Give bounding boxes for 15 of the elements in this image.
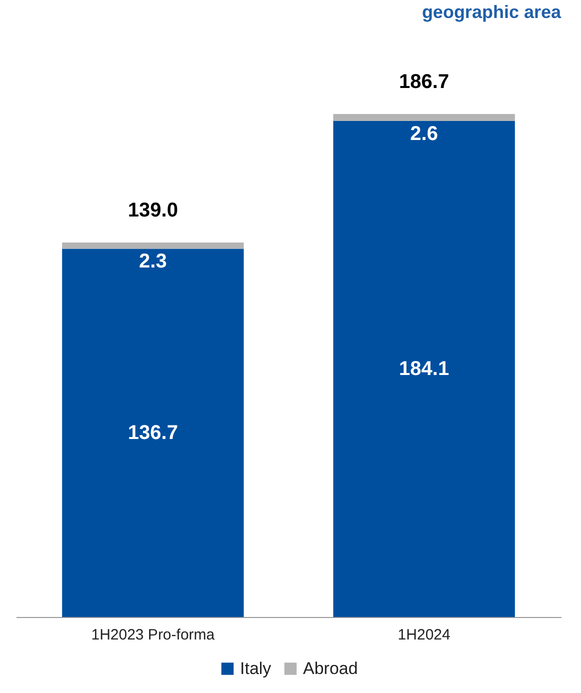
data-label: 2.3	[139, 250, 167, 273]
total-label: 139.0	[128, 200, 178, 222]
bar	[333, 121, 515, 617]
chart-title: geographic area	[422, 2, 562, 22]
bar	[62, 242, 244, 249]
data-label: 136.7	[128, 422, 178, 444]
legend-label: Abroad	[303, 658, 358, 678]
x-tick-label: 1H2023 Pro-forma	[91, 626, 216, 644]
data-label: 184.1	[399, 358, 450, 380]
data-label: 2.6	[410, 123, 438, 146]
legend-label: Italy	[240, 658, 272, 678]
x-tick-label: 1H2024	[398, 626, 450, 644]
bar	[333, 114, 515, 122]
bar	[62, 248, 244, 617]
total-label: 186.7	[399, 71, 450, 93]
